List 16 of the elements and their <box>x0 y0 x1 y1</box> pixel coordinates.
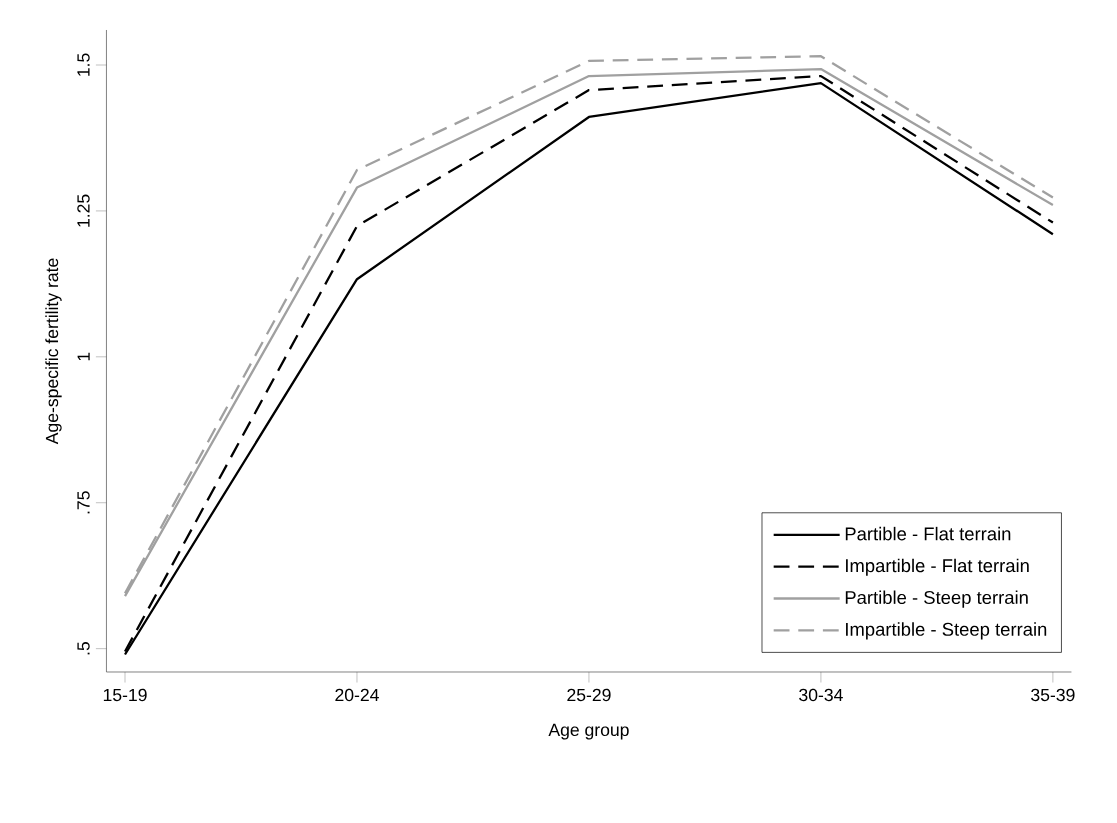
y-tick-label: 1.25 <box>77 194 90 227</box>
x-tick-label: 30-34 <box>799 688 843 702</box>
y-tick-label: 1.5 <box>77 53 90 76</box>
legend-label: Partible - Flat terrain <box>845 526 1011 541</box>
x-tick-label: 20-24 <box>335 688 379 702</box>
x-tick-label: 25-29 <box>567 688 611 702</box>
legend-label: Impartible - Steep terrain <box>846 622 1047 640</box>
y-tick-label: .5 <box>77 642 90 655</box>
legend-label: Impartible - Flat terrain <box>846 558 1029 576</box>
x-tick-label: 15-19 <box>103 688 147 702</box>
y-axis-title: Age-specific fertility rate <box>45 258 62 445</box>
y-tick-label: 1 <box>77 352 90 361</box>
y-tick-label: .75 <box>77 491 90 514</box>
x-tick-label: 35-39 <box>1031 688 1075 702</box>
x-axis-title: Age group <box>548 723 629 740</box>
legend-label: Partible - Steep terrain <box>845 590 1028 608</box>
